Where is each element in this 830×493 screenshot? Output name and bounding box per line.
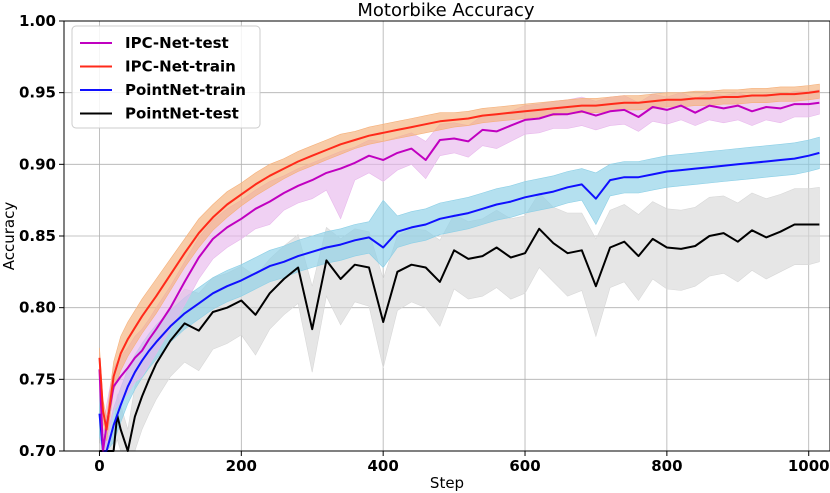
x-axis-label: Step [430, 474, 464, 492]
confidence-bands [99, 83, 820, 452]
line-pointnet-train [98, 151, 820, 452]
y-tick-label: 0.90 [19, 155, 56, 173]
legend-box [71, 25, 261, 129]
line-pointnet-test [99, 223, 820, 452]
band-ipc-net-train [99, 83, 820, 442]
x-tick-label: 800 [651, 457, 682, 475]
line-ipc-net-train [98, 90, 820, 431]
chart-title: Motorbike Accuracy [357, 0, 535, 21]
x-tick-label: 400 [368, 457, 399, 475]
legend-label: PointNet-train [125, 81, 246, 99]
legend-label: IPC-Net-test [125, 34, 229, 52]
series-lines [98, 90, 820, 452]
line-ipc-net-test [98, 101, 820, 452]
legend-label: IPC-Net-train [125, 58, 236, 76]
y-tick-label: 1.00 [19, 12, 56, 30]
y-axis-ticks: 0.70 0.75 0.80 0.85 0.90 0.95 1.00 [19, 12, 64, 460]
y-tick-label: 0.70 [19, 442, 56, 460]
legend-label: PointNet-test [125, 105, 239, 123]
legend: IPC-Net-test IPC-Net-train PointNet-train P… [71, 25, 261, 129]
x-tick-label: 1000 [788, 457, 830, 475]
y-tick-label: 0.85 [19, 227, 56, 245]
y-tick-label: 0.75 [19, 370, 56, 388]
band-pointnet-train [99, 136, 820, 452]
x-tick-label: 600 [509, 457, 540, 475]
x-tick-label: 200 [226, 457, 257, 475]
x-axis-ticks: 0 200 400 600 800 1000 [94, 451, 830, 475]
y-tick-label: 0.95 [19, 84, 56, 102]
y-axis-label: Accuracy [0, 202, 18, 271]
y-tick-label: 0.80 [19, 299, 56, 317]
x-tick-label: 0 [94, 457, 104, 475]
